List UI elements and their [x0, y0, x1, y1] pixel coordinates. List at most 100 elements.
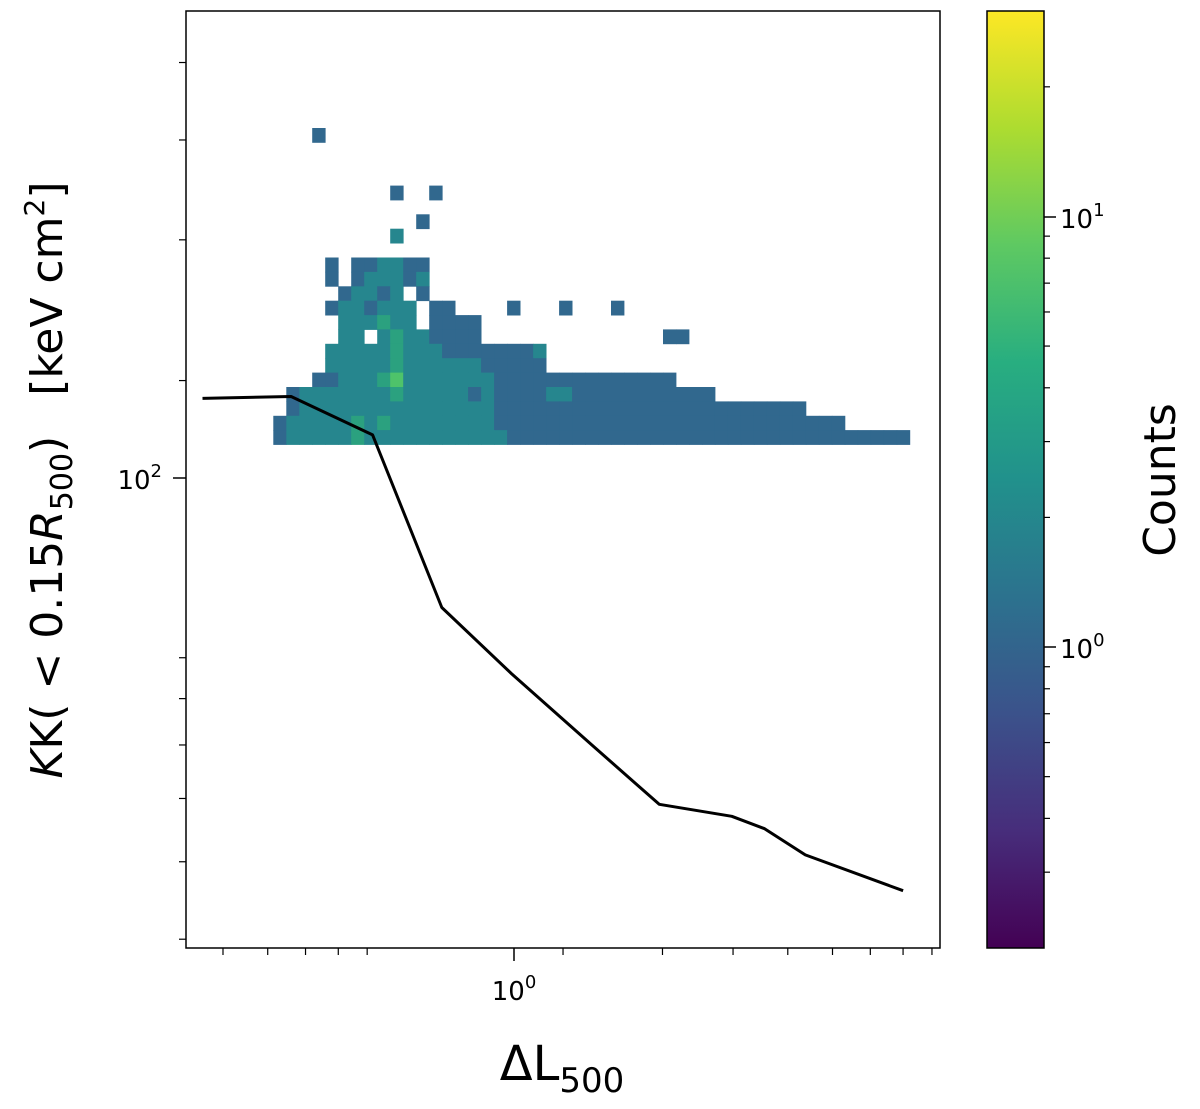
heatmap-cell [377, 358, 391, 373]
heatmap-cell [416, 415, 430, 431]
heatmap-cell [779, 430, 794, 445]
heatmap-cell [442, 430, 456, 445]
heatmap-cell [338, 358, 352, 373]
heatmap-cell [507, 358, 521, 373]
heatmap-cell [377, 300, 391, 316]
heatmap-cell [390, 228, 404, 244]
heatmap-cell [507, 415, 521, 431]
heatmap-cell [792, 430, 807, 445]
heatmap-cell [559, 300, 573, 316]
heatmap-cell [338, 286, 352, 302]
heatmap-cell [624, 401, 638, 417]
heatmap-cell [663, 430, 677, 445]
heatmap-cell [377, 257, 391, 273]
heatmap-cell [468, 358, 482, 373]
heatmap-cell [702, 430, 716, 445]
heatmap-cell [442, 300, 456, 316]
heatmap-cell [364, 315, 378, 330]
heatmap-cell [377, 315, 391, 330]
heatmap-cell [429, 372, 443, 388]
heatmap-cell [364, 271, 378, 287]
heatmap-cell [857, 430, 872, 445]
heatmap-cell [442, 315, 456, 330]
heatmap-cell [533, 430, 547, 445]
heatmap-cell [442, 401, 456, 417]
heatmap-cell [481, 430, 495, 445]
heatmap-cell [351, 271, 365, 287]
heatmap-cell [416, 271, 430, 287]
heatmap-cell [351, 401, 365, 417]
heatmap-cell [831, 415, 846, 431]
heatmap-cell [390, 257, 404, 273]
heatmap-cell [364, 415, 378, 431]
heatmap-cell [364, 372, 378, 388]
heatmap-cell [494, 343, 508, 359]
heatmap-cell [727, 430, 742, 445]
heatmap-cell [312, 430, 326, 445]
heatmap-cell [805, 430, 820, 445]
heatmap-cell [455, 372, 469, 388]
heatmap-cell [416, 329, 430, 345]
heatmap-cell [520, 387, 534, 402]
heatmap-cell [429, 300, 443, 316]
heatmap-cell [403, 257, 417, 273]
heatmap-cell [416, 358, 430, 373]
heatmap-cell [390, 387, 404, 402]
heatmap-cell [455, 343, 469, 359]
heatmap-cell [611, 430, 625, 445]
heatmap-cell [637, 387, 651, 402]
heatmap-cell [351, 430, 365, 445]
heatmap-cell [689, 415, 703, 431]
heatmap-cell [676, 415, 690, 431]
heatmap-cell [377, 387, 391, 402]
heatmap-cell [585, 430, 599, 445]
heatmap-cell [351, 387, 365, 402]
heatmap-cell [494, 415, 508, 431]
heatmap-cell [455, 415, 469, 431]
heatmap-cell [403, 329, 417, 345]
heatmap-cell [429, 358, 443, 373]
y-tick-label: 102 [117, 461, 162, 496]
heatmap-cell [533, 343, 547, 359]
colorbar-label: Counts [1135, 403, 1186, 557]
heatmap-cell [740, 430, 755, 445]
heatmap-cell [390, 415, 404, 431]
heatmap-cell [468, 329, 482, 345]
heatmap-cell [325, 257, 339, 273]
heatmap-cell [572, 430, 586, 445]
heatmap-cell [312, 387, 326, 402]
heatmap-cell [727, 401, 742, 417]
heatmap-cell [507, 300, 521, 316]
heatmap-cell [507, 401, 521, 417]
heatmap-cell [689, 401, 703, 417]
heatmap-cell [598, 415, 612, 431]
heatmap-cell [416, 430, 430, 445]
heatmap-cell [455, 329, 469, 345]
heatmap-cell [520, 343, 534, 359]
plot-frame [185, 10, 941, 949]
heatmap-cell [286, 401, 300, 417]
heatmap-cell [792, 415, 807, 431]
heatmap-cells [273, 128, 911, 445]
heatmap-cell [351, 329, 365, 345]
x-tick-label: 100 [492, 972, 537, 1007]
heatmap-cell [377, 372, 391, 388]
heatmap-cell [468, 415, 482, 431]
heatmap-cell [650, 430, 664, 445]
heatmap-cell [468, 315, 482, 330]
heatmap-cell [325, 372, 339, 388]
heatmap-cell [559, 415, 573, 431]
heatmap-cell [533, 387, 547, 402]
heatmap-cell [689, 387, 703, 402]
heatmap-cell [507, 387, 521, 402]
heatmap-cell [416, 214, 430, 230]
heatmap-cell [403, 315, 417, 330]
heatmap-cell [403, 372, 417, 388]
heatmap-cell [624, 430, 638, 445]
heatmap-cell [559, 430, 573, 445]
heatmap-cell [468, 430, 482, 445]
heatmap-cell [585, 401, 599, 417]
heatmap-cell [273, 415, 287, 431]
heatmap-cell [481, 343, 495, 359]
